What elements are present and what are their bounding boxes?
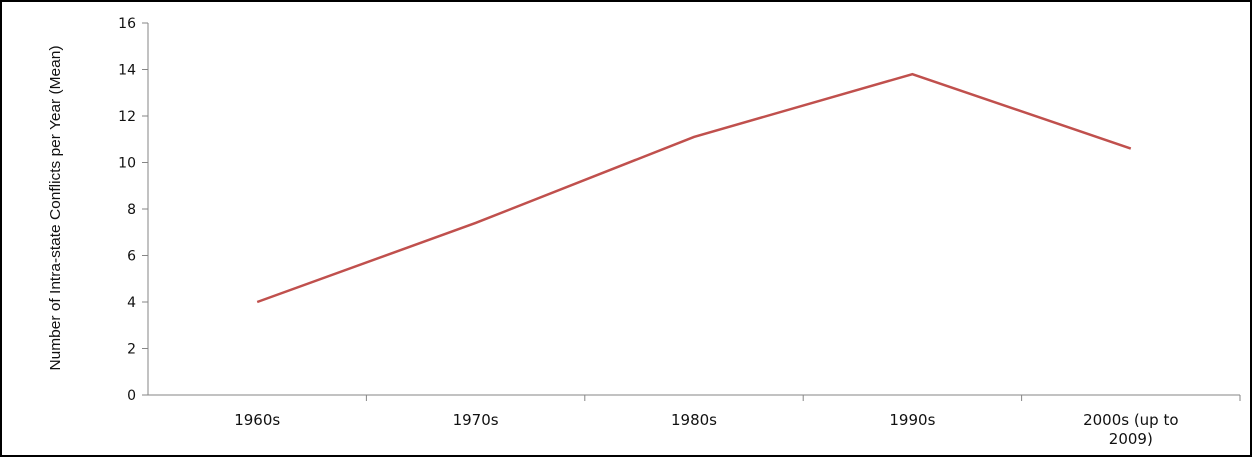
x-category-label: 1980s [671,411,717,429]
x-category-label-line: 2000s (up to [1083,411,1178,429]
y-tick-label: 4 [127,295,136,311]
x-category-label: 1960s [234,411,280,429]
x-category-label-line: 1960s [234,411,280,429]
y-tick-label: 16 [118,16,136,32]
y-tick-label: 10 [118,156,136,172]
x-category-label: 1970s [453,411,499,429]
x-category-label-line: 1980s [671,411,717,429]
x-category-label-line: 2009) [1109,430,1153,448]
y-axis-title: Number of Intra-state Conflicts per Year… [47,45,64,370]
y-tick-label: 14 [118,63,136,79]
x-category-label-line: 1990s [889,411,935,429]
y-tick-label: 6 [127,249,136,265]
y-tick-label: 8 [127,202,136,218]
x-category-label: 2000s (up to 2009) [1083,411,1178,448]
x-category-label: 1990s [889,411,935,429]
x-category-label-line: 1970s [453,411,499,429]
y-tick-label: 2 [127,342,136,358]
y-tick-label: 0 [127,388,136,404]
y-tick-label: 12 [118,109,136,125]
